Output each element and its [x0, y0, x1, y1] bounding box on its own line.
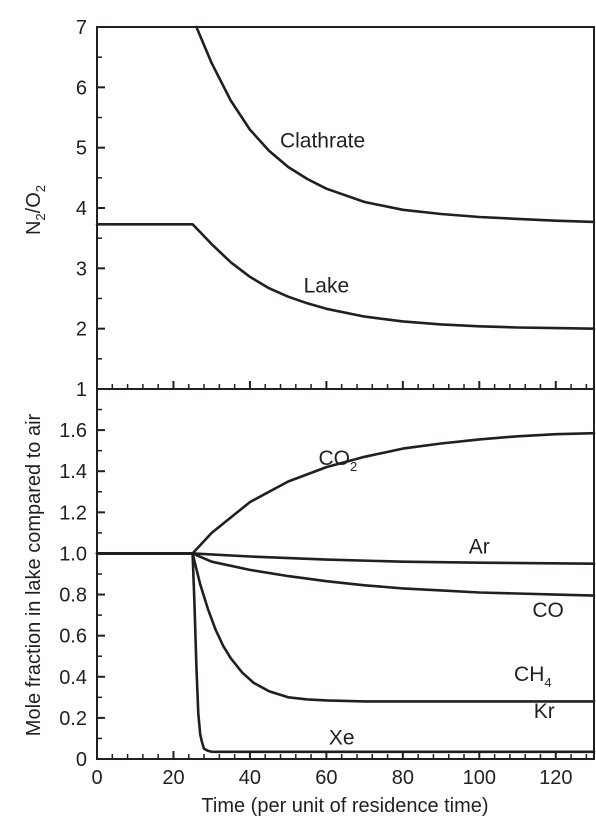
top-y-tick-label: 4	[76, 198, 87, 220]
bottom-y-tick-label: 0	[76, 749, 87, 771]
bottom-y-tick-label: 0.8	[59, 585, 87, 607]
curve-label: CH4	[514, 663, 552, 690]
top-y-tick-label: 3	[76, 258, 87, 280]
curve-lake	[95, 223, 596, 331]
top-y-tick-label: 2	[76, 319, 87, 341]
x-tick-label: 100	[463, 767, 496, 789]
curve-ar	[95, 552, 596, 566]
bottom-plot-frame	[96, 388, 595, 760]
curve-label: CO2	[318, 447, 357, 474]
top-panel: 1 2 3 4 5 6 7 Clathrate Lake N2/O2	[23, 17, 596, 401]
x-tick-label: 0	[91, 767, 102, 789]
bottom-y-tick-label: 1.6	[59, 420, 87, 442]
bottom-y-tick-label: 0.6	[59, 626, 87, 648]
curve-label: Xe	[329, 727, 355, 750]
top-curves	[95, 25, 596, 331]
curve-label: Lake	[304, 274, 350, 297]
top-y-tick-label: 7	[76, 17, 87, 39]
curve-co	[95, 552, 596, 597]
curve-label: CO	[532, 599, 564, 622]
x-tick-label: 120	[539, 767, 572, 789]
top-ticks: 1 2 3 4 5 6 7	[76, 17, 588, 401]
x-axis-title: Time (per unit of residence time)	[201, 795, 488, 817]
bottom-y-tick-label: 1.2	[59, 502, 87, 524]
bottom-panel: 0 0.2 0.4 0.6 0.8 1.0 1.2 1.4 1.6 0 20 40 60 80 100 120…	[23, 388, 596, 817]
curve-co2	[95, 431, 596, 555]
curve-label: Kr	[534, 700, 555, 723]
bottom-y-axis-title: Mole fraction in lake compared to air	[23, 413, 45, 736]
top-y-tick-label: 6	[76, 77, 87, 99]
bottom-y-tick-label: 1.0	[59, 543, 87, 565]
top-labels: Clathrate Lake	[280, 130, 365, 298]
curve-ch4-kr	[95, 552, 596, 703]
bottom-curves	[95, 431, 596, 754]
bottom-labels: CO2 Ar CO CH4 Kr Xe	[318, 447, 563, 750]
curve-xe	[95, 552, 596, 754]
curve-label: Ar	[469, 535, 490, 558]
curve-clathrate	[195, 25, 596, 224]
top-plot-frame	[96, 26, 595, 390]
x-tick-label: 20	[162, 767, 184, 789]
x-tick-label: 80	[392, 767, 414, 789]
top-y-tick-label: 5	[76, 138, 87, 160]
top-y-axis-title: N2/O2	[23, 185, 48, 235]
bottom-y-tick-label: 0.2	[59, 708, 87, 730]
bottom-y-tick-label: 1.4	[59, 461, 87, 483]
bottom-y-tick-label: 0.4	[59, 667, 87, 689]
bottom-ticks: 0 0.2 0.4 0.6 0.8 1.0 1.2 1.4 1.6 0 20 40 60 80 100 120	[59, 408, 588, 789]
curve-label: Clathrate	[280, 130, 365, 153]
x-tick-label: 60	[315, 767, 337, 789]
x-tick-label: 40	[239, 767, 261, 789]
top-y-tick-label: 1	[76, 379, 87, 401]
